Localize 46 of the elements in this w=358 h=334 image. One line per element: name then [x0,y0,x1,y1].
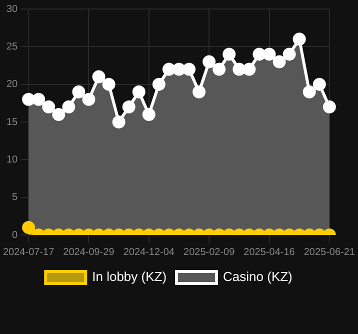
point [122,100,136,114]
x-tick-label: 2025-06-21 [304,246,356,258]
point [292,32,306,46]
y-tick-label: 0 [12,230,18,241]
point [252,48,266,61]
point [212,62,226,76]
point [62,100,76,114]
point [322,100,336,114]
point [32,92,46,106]
point [142,108,156,121]
point [282,48,296,61]
legend-label: In lobby (KZ) [92,269,167,284]
x-tick-label: 2024-12-04 [123,246,175,258]
point [182,62,196,76]
point [312,78,326,91]
point [242,62,256,76]
point [92,70,106,84]
x-tick-label: 2025-04-16 [244,246,296,258]
legend-label: Casino (KZ) [223,269,292,284]
x-tick-label: 2024-09-29 [63,246,115,258]
point [222,48,236,61]
y-tick-label: 20 [6,79,18,90]
point [302,85,316,98]
point [102,78,116,91]
point [152,78,166,91]
point [72,85,86,98]
point [52,108,66,121]
y-tick-label: 30 [6,4,18,15]
x-tick-label: 2024-07-17 [3,246,55,258]
y-tick-label: 25 [6,41,18,52]
point [232,62,246,76]
point [262,48,276,61]
point [162,62,176,76]
y-tick-label: 10 [6,154,18,166]
point [202,55,216,68]
y-tick-label: 15 [6,116,18,128]
point [272,55,286,68]
point [82,92,96,106]
point [112,116,126,128]
x-tick-label: 2025-02-09 [184,246,236,258]
point [172,62,186,76]
y-tick-label: 5 [12,192,18,204]
point [132,85,146,98]
point [192,85,206,98]
point [22,92,36,106]
point [42,100,56,114]
